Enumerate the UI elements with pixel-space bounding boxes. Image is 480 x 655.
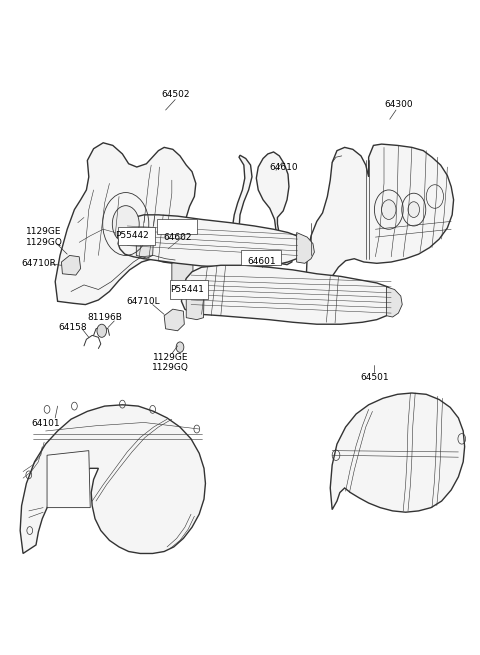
Text: 64710L: 64710L — [126, 297, 160, 306]
Text: 64501: 64501 — [360, 373, 389, 382]
Circle shape — [176, 342, 184, 352]
Text: P55442: P55442 — [115, 231, 149, 240]
Polygon shape — [47, 451, 90, 508]
Polygon shape — [118, 215, 303, 267]
Text: 64101: 64101 — [31, 419, 60, 428]
FancyBboxPatch shape — [170, 280, 208, 299]
Text: 64610: 64610 — [269, 162, 298, 172]
Text: 1129GE
1129GQ: 1129GE 1129GQ — [152, 352, 189, 372]
Text: 64502: 64502 — [161, 90, 190, 100]
Text: 64602: 64602 — [163, 233, 192, 242]
Text: 64601: 64601 — [247, 257, 276, 267]
Polygon shape — [330, 393, 465, 512]
Text: 64300: 64300 — [384, 100, 413, 109]
Text: P55441: P55441 — [170, 285, 204, 294]
Polygon shape — [297, 233, 314, 263]
Text: 64158: 64158 — [59, 323, 87, 332]
Polygon shape — [386, 287, 402, 317]
FancyBboxPatch shape — [118, 227, 155, 245]
Circle shape — [408, 202, 420, 217]
FancyBboxPatch shape — [157, 219, 197, 234]
Text: 64710R: 64710R — [21, 259, 56, 269]
Polygon shape — [20, 405, 205, 553]
Polygon shape — [181, 265, 396, 324]
Circle shape — [382, 200, 396, 219]
Polygon shape — [232, 152, 293, 266]
Polygon shape — [61, 255, 81, 275]
Polygon shape — [172, 257, 193, 291]
FancyBboxPatch shape — [241, 250, 281, 265]
Polygon shape — [55, 143, 196, 305]
Polygon shape — [186, 293, 204, 320]
Polygon shape — [306, 144, 454, 300]
Circle shape — [97, 324, 107, 337]
Circle shape — [112, 206, 139, 242]
Polygon shape — [164, 309, 184, 331]
Polygon shape — [136, 234, 154, 258]
Text: 81196B: 81196B — [87, 312, 122, 322]
Text: 1129GE
1129GQ: 1129GE 1129GQ — [26, 227, 62, 247]
